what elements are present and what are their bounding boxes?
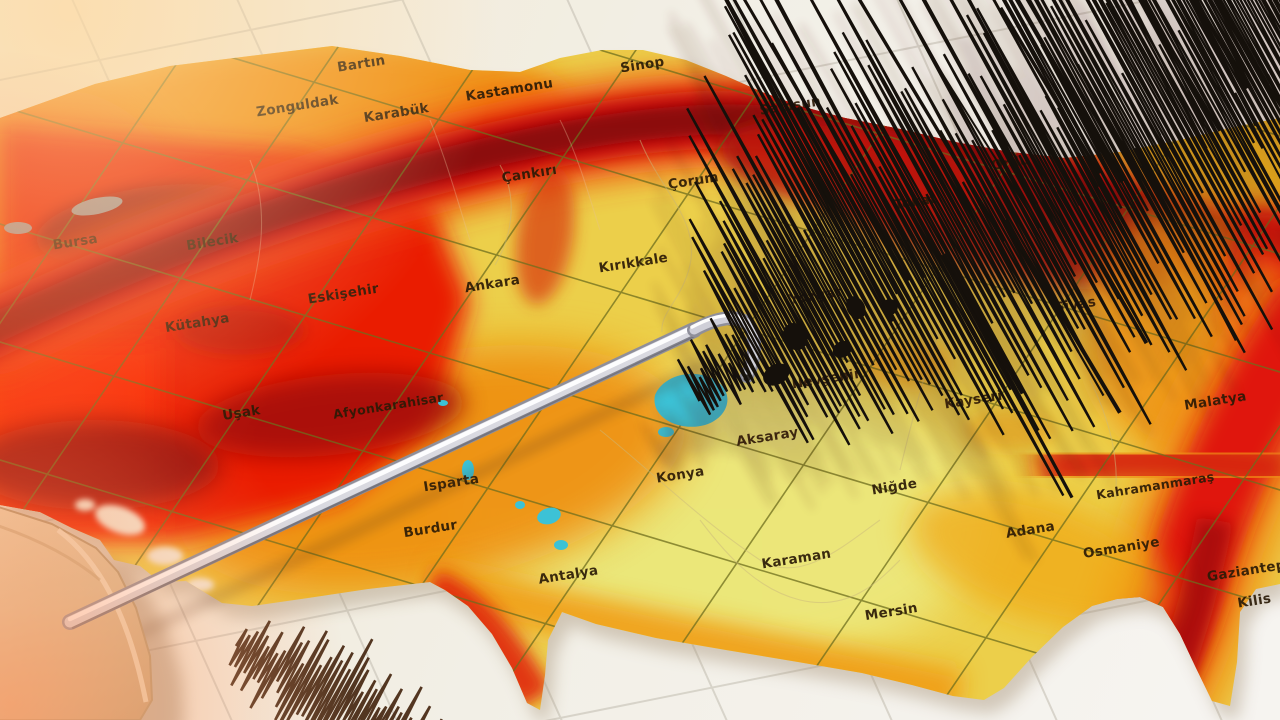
earthquake-map-scene: ZonguldakBartınKarabükKastamonuSinopSams… [0,0,1280,720]
light-glow-overlay [0,0,1280,720]
map-canvas: ZonguldakBartınKarabükKastamonuSinopSams… [0,0,1280,720]
